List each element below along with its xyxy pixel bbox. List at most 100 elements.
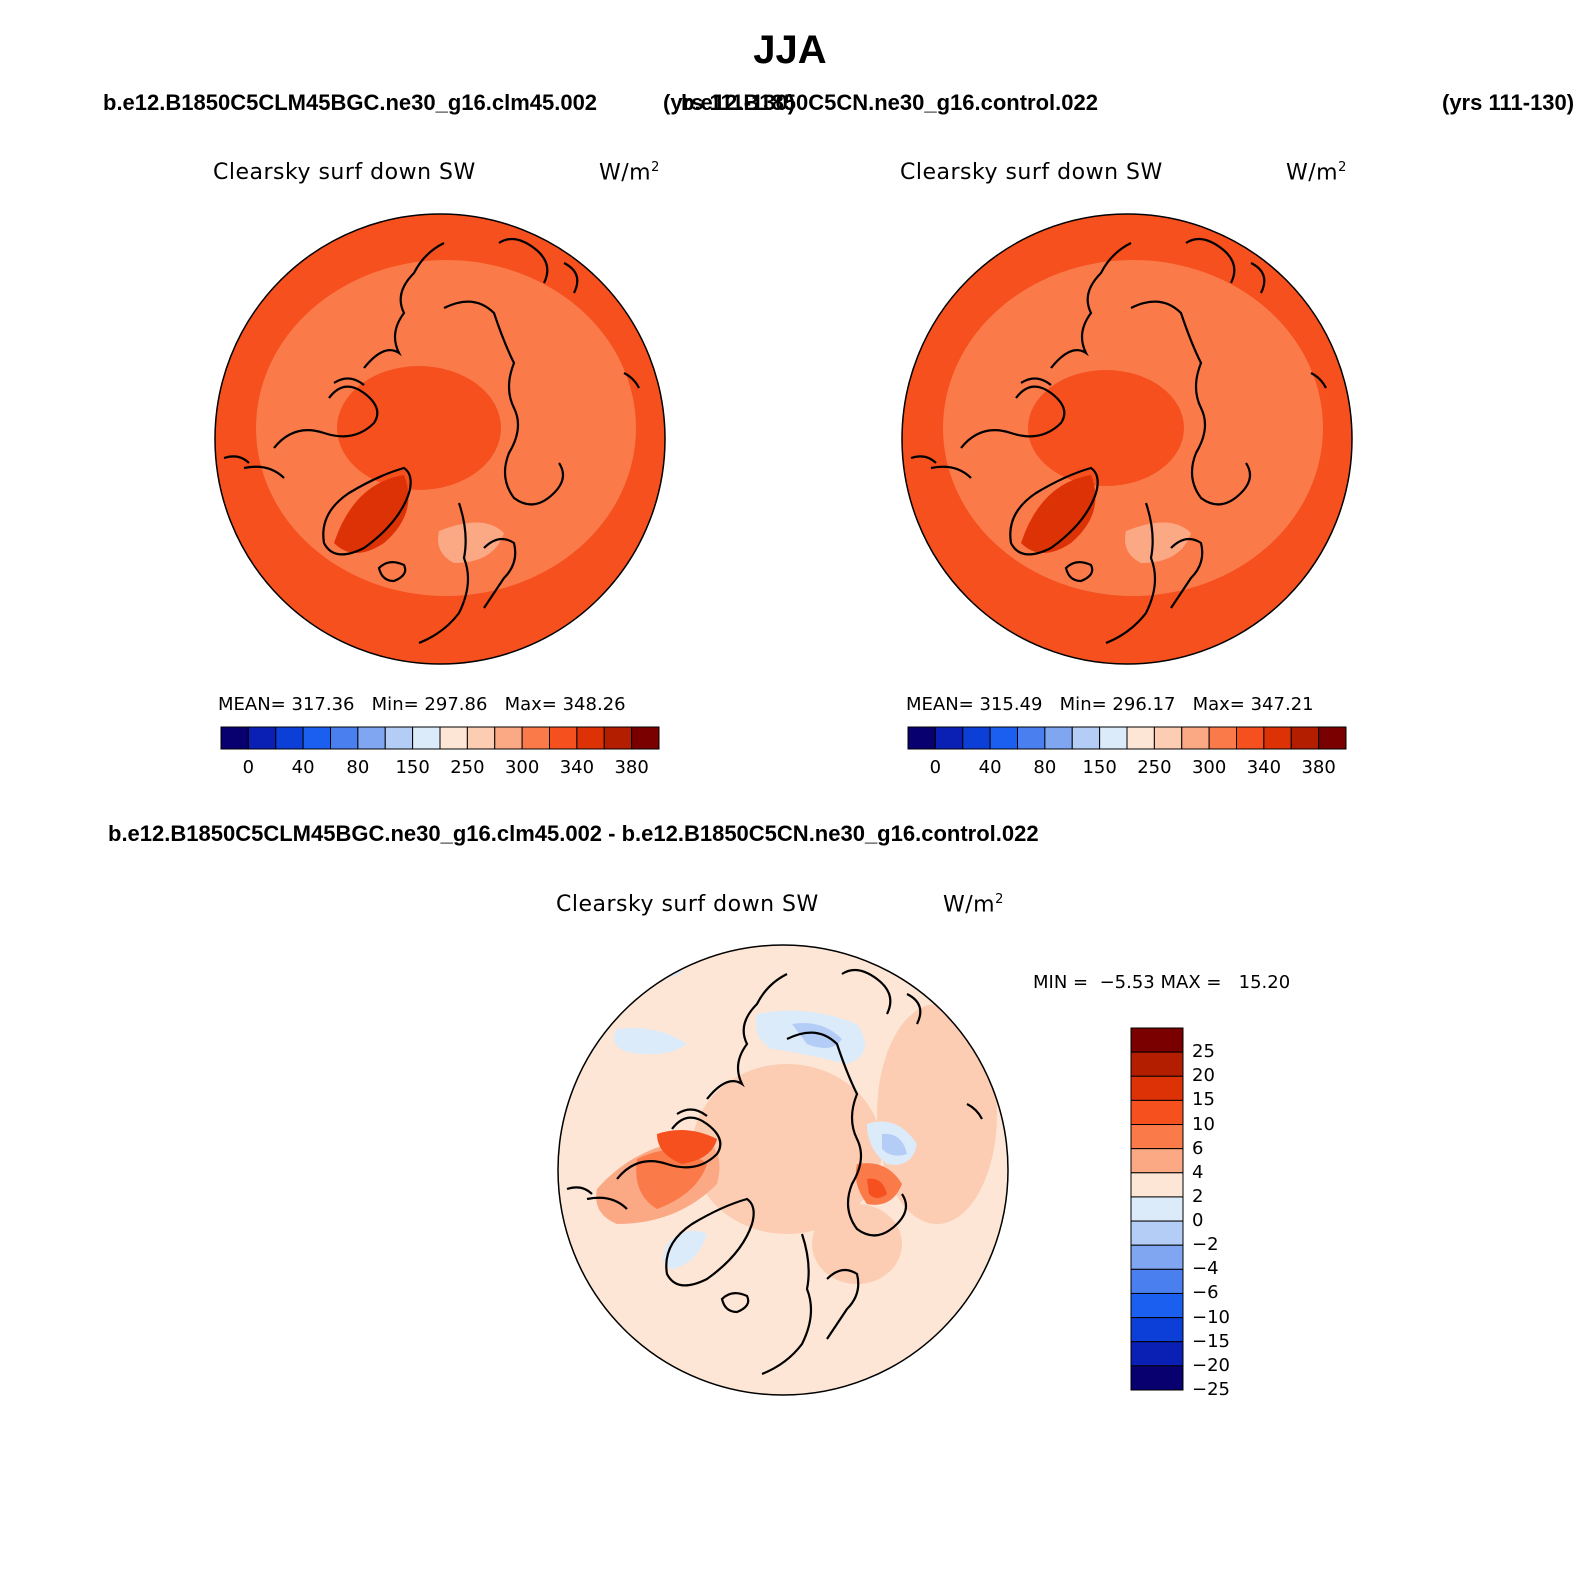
colorbar-panel-1-ticks: 0 40 80 150 250 300 340 380 (221, 757, 659, 781)
colorbar-panel-2-swatch (1017, 726, 1046, 750)
colorbar-panel-2-swatch (1153, 726, 1183, 750)
colorbar-difference-tick-label: −10 (1192, 1306, 1230, 1328)
colorbar-panel-1-tick-label: 340 (559, 757, 595, 778)
colorbar-panel-1-tick-label: 300 (504, 757, 540, 778)
colorbar-difference-swatch (1130, 1027, 1184, 1053)
colorbar-difference-tick-label: −2 (1192, 1234, 1219, 1256)
colorbar-panel-2-tick-label: 40 (978, 757, 1002, 778)
colorbar-panel-2-tick-label: 150 (1082, 757, 1117, 778)
left-case-title: b.e12.B1850C5CLM45BGC.ne30_g16.clm45.002 (103, 90, 598, 115)
colorbar-panel-1-swatch (549, 726, 578, 750)
colorbar-difference-swatch (1130, 1268, 1184, 1294)
colorbar-panel-2-tick-label: 340 (1246, 757, 1282, 778)
colorbar-difference-tick-label: 0 (1192, 1210, 1204, 1232)
panel2-variable: Clearsky surf down SW (900, 160, 1163, 185)
colorbar-difference-tick-label: −25 (1192, 1379, 1230, 1400)
colorbar-panel-2-swatch (1126, 726, 1155, 750)
map-panel-1 (214, 213, 666, 665)
panel1-variable: Clearsky surf down SW (213, 160, 476, 185)
colorbar-panel-2 (907, 726, 1347, 750)
page-title: JJA (753, 28, 827, 72)
colorbar-difference-tick-label: −6 (1192, 1282, 1219, 1304)
colorbar-difference-swatch (1130, 1051, 1184, 1077)
colorbar-difference-tick-label: 6 (1192, 1137, 1204, 1159)
colorbar-panel-2-swatch (989, 726, 1018, 750)
colorbar-difference-tick-label: 20 (1192, 1065, 1215, 1087)
colorbar-panel-2-swatch (1236, 726, 1265, 750)
colorbar-difference-swatch (1130, 1124, 1184, 1150)
left-case-years: (yrs 111-130) (663, 90, 796, 115)
difference-title: b.e12.B1850C5CLM45BGC.ne30_g16.clm45.002… (108, 821, 1039, 846)
colorbar-panel-1-tick-label: 380 (614, 757, 649, 778)
colorbar-panel-1-swatch (603, 726, 633, 750)
colorbar-panel-1-tick-label: 80 (346, 757, 370, 778)
panel1-stats: MEAN= 317.36 Min= 297.86 Max= 348.26 (218, 694, 626, 715)
colorbar-panel-1-swatch (439, 726, 468, 750)
colorbar-panel-2-swatch (1290, 726, 1320, 750)
colorbar-panel-1-swatch (521, 726, 550, 750)
colorbar-difference-swatch (1130, 1317, 1184, 1343)
colorbar-panel-2-swatch (962, 726, 991, 750)
colorbar-difference-tick-label: −20 (1192, 1354, 1230, 1376)
colorbar-difference-swatch (1130, 1075, 1184, 1101)
map-panel-difference (557, 944, 1009, 1396)
colorbar-panel-2-tick-label: 80 (1033, 757, 1057, 778)
panel2-stats: MEAN= 315.49 Min= 296.17 Max= 347.21 (906, 694, 1314, 715)
diff-stats: MIN = −5.53 MAX = 15.20 (1033, 972, 1291, 993)
colorbar-panel-2-ticks: 0 40 80 150 250 300 340 380 (908, 757, 1346, 781)
colorbar-panel-2-tick-label: 380 (1301, 757, 1336, 778)
colorbar-difference-swatch (1130, 1148, 1184, 1174)
colorbar-difference-tick-label: 10 (1192, 1113, 1215, 1135)
colorbar-panel-2-swatch (1208, 726, 1237, 750)
colorbar-panel-2-swatch (1071, 726, 1101, 750)
colorbar-panel-1-swatch (494, 726, 523, 750)
colorbar-panel-2-tick-label: 0 (929, 757, 942, 778)
colorbar-difference-tick-label: −15 (1192, 1330, 1230, 1352)
right-case-years: (yrs 111-130) (1442, 90, 1575, 115)
panel2-units: W/m2 (1286, 160, 1347, 186)
colorbar-panel-2-tick-label: 300 (1191, 757, 1227, 778)
panel1-units: W/m2 (599, 160, 660, 186)
map-panel-2 (901, 213, 1353, 665)
colorbar-difference-tick-label: 25 (1192, 1041, 1215, 1063)
colorbar-difference-swatch (1130, 1244, 1184, 1270)
colorbar-panel-1-swatch (576, 726, 605, 750)
colorbar-panel-1-swatch (631, 726, 660, 750)
colorbar-difference-tick-label: 4 (1192, 1161, 1204, 1183)
colorbar-difference-tick-label: 15 (1192, 1089, 1215, 1111)
colorbar-panel-2-tick-label: 250 (1137, 757, 1172, 778)
colorbar-panel-1-tick-label: 150 (395, 757, 430, 778)
colorbar-panel-2-swatch (934, 726, 964, 750)
colorbar-panel-1-swatch (466, 726, 496, 750)
colorbar-difference-swatch (1130, 1172, 1184, 1198)
colorbar-difference-ticks: 25 20 15 10 6 4 2 0 −2 −4 −6 −10 −15 −20 −25 (1192, 1028, 1252, 1400)
diff-units: W/m2 (943, 892, 1004, 918)
colorbar-difference-swatch (1130, 1099, 1184, 1126)
colorbar-panel-1-swatch (220, 726, 249, 750)
colorbar-difference-tick-label: −4 (1192, 1258, 1219, 1280)
colorbar-panel-1 (220, 726, 660, 750)
colorbar-difference-tick-label: 2 (1192, 1185, 1204, 1207)
colorbar-difference-swatch (1130, 1220, 1184, 1246)
colorbar-panel-1-swatch (302, 726, 331, 750)
colorbar-panel-2-swatch (907, 726, 936, 750)
colorbar-panel-1-swatch (357, 726, 386, 750)
colorbar-panel-1-tick-label: 0 (242, 757, 255, 778)
colorbar-panel-2-swatch (1044, 726, 1073, 750)
colorbar-difference-swatch (1130, 1292, 1184, 1319)
colorbar-difference (1130, 1027, 1184, 1391)
colorbar-panel-1-swatch (384, 726, 414, 750)
colorbar-panel-2-swatch (1318, 726, 1347, 750)
colorbar-panel-1-tick-label: 250 (450, 757, 485, 778)
colorbar-difference-swatch (1130, 1341, 1184, 1367)
colorbar-panel-1-swatch (412, 726, 441, 750)
colorbar-panel-1-tick-label: 40 (291, 757, 315, 778)
colorbar-panel-2-swatch (1099, 726, 1128, 750)
right-case-title: b.e12.B1850C5CN.ne30_g16.control.022 (681, 90, 1098, 115)
colorbar-panel-1-swatch (275, 726, 304, 750)
colorbar-panel-2-swatch (1263, 726, 1292, 750)
colorbar-panel-2-swatch (1181, 726, 1210, 750)
colorbar-panel-1-swatch (330, 726, 359, 750)
colorbar-difference-swatch (1130, 1365, 1184, 1391)
colorbar-difference-swatch (1130, 1196, 1184, 1222)
